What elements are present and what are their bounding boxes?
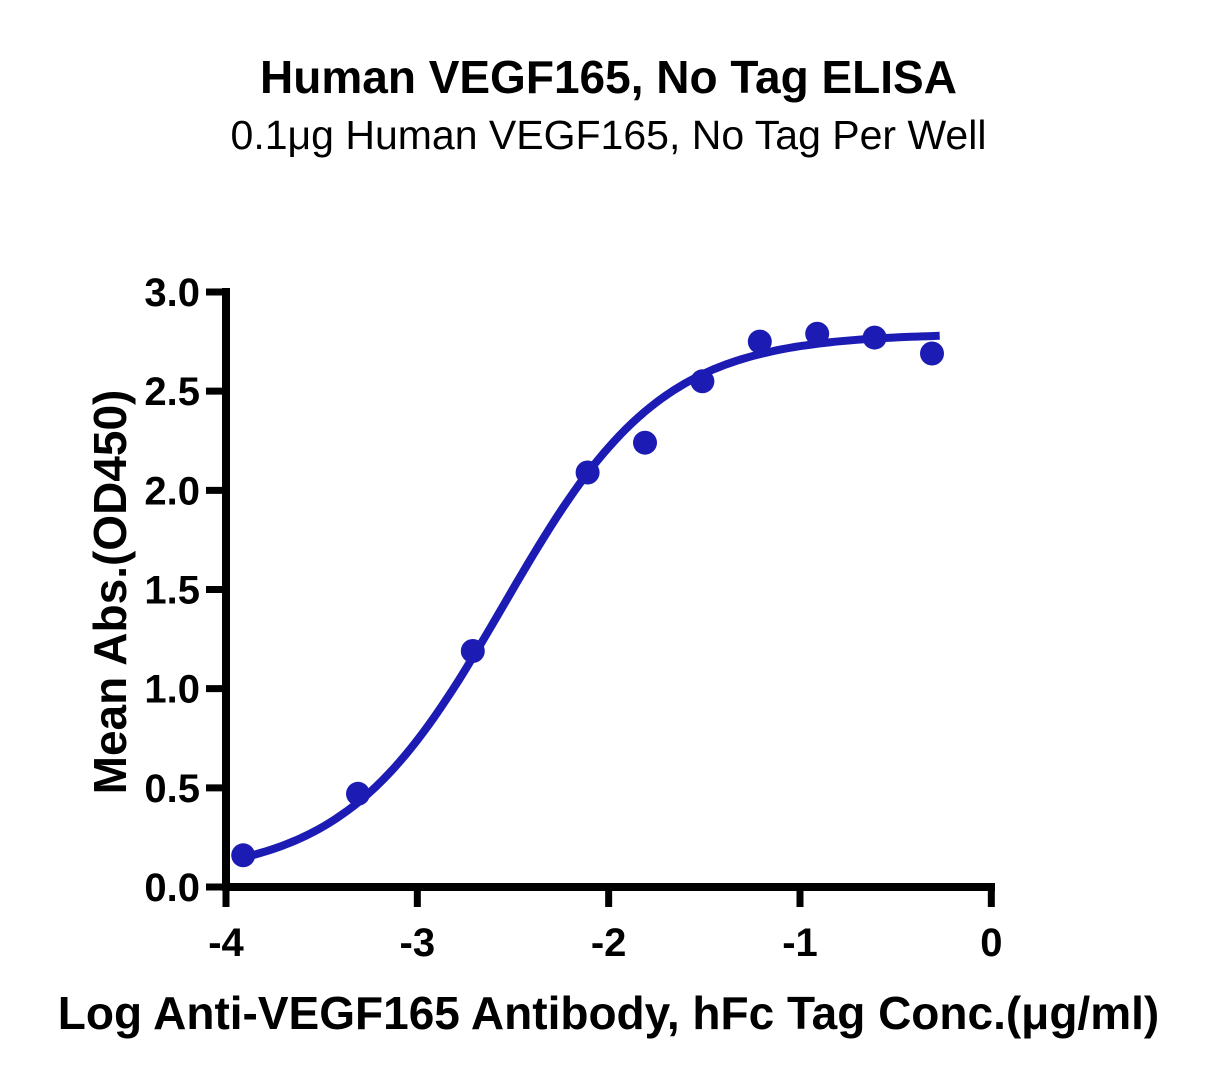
data-point bbox=[920, 341, 944, 366]
y-tick-label: 0.0 bbox=[144, 866, 200, 910]
y-tick-label: 3.0 bbox=[144, 271, 200, 315]
x-axis-label: Log Anti-VEGF165 Antibody, hFc Tag Conc.… bbox=[57, 987, 1160, 1039]
y-tick-label: 0.5 bbox=[144, 767, 200, 811]
y-tick-label: 2.0 bbox=[144, 469, 200, 513]
data-point bbox=[747, 329, 772, 354]
y-tick-label: 2.5 bbox=[144, 370, 200, 414]
data-point bbox=[805, 321, 830, 346]
x-tick-label: -2 bbox=[591, 921, 627, 965]
data-point bbox=[346, 781, 370, 806]
x-tick-label: -4 bbox=[208, 921, 244, 965]
chart-subtitle: 0.1μg Human VEGF165, No Tag Per Well bbox=[230, 112, 987, 158]
data-point bbox=[231, 843, 256, 868]
data-point bbox=[575, 460, 600, 485]
data-point bbox=[690, 369, 715, 394]
y-tick-label: 1.5 bbox=[144, 569, 200, 613]
data-point bbox=[862, 325, 887, 350]
fit-curve-line bbox=[242, 331, 940, 862]
x-tick-label: -3 bbox=[400, 921, 436, 965]
data-point bbox=[460, 639, 485, 663]
y-tick-label: 1.0 bbox=[144, 668, 200, 712]
x-tick-label: -1 bbox=[782, 921, 818, 965]
chart-title: Human VEGF165, No Tag ELISA bbox=[260, 51, 957, 103]
x-tick-label: 0 bbox=[980, 921, 1002, 965]
axis-frame bbox=[222, 288, 995, 891]
data-point bbox=[633, 430, 657, 455]
